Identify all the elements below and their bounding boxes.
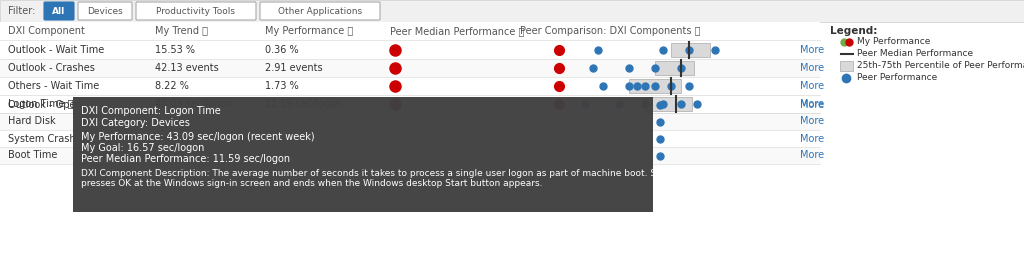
Text: 1.73 %: 1.73 % <box>265 81 299 91</box>
Text: 25th-75th Percentile of Peer Performance: 25th-75th Percentile of Peer Performance <box>857 61 1024 70</box>
Bar <box>0 77 820 95</box>
FancyBboxPatch shape <box>78 2 132 20</box>
FancyBboxPatch shape <box>260 2 380 20</box>
Text: Other Applications: Other Applications <box>278 6 362 15</box>
Bar <box>645 97 691 111</box>
Bar <box>0 41 820 59</box>
Bar <box>840 61 853 71</box>
Bar <box>0 59 820 77</box>
Text: More: More <box>800 99 824 109</box>
Text: Outlook - Open: Outlook - Open <box>8 99 82 109</box>
Text: Productivity Tools: Productivity Tools <box>157 6 236 15</box>
Text: My Goal: 16.57 sec/logon: My Goal: 16.57 sec/logon <box>81 143 205 153</box>
FancyBboxPatch shape <box>44 2 74 20</box>
Text: Peer Comparison: DXI Components ⓘ: Peer Comparison: DXI Components ⓘ <box>520 26 700 36</box>
Text: Boot Time: Boot Time <box>8 151 57 161</box>
Text: More: More <box>800 116 824 126</box>
Text: Peer Median Performance ⓘ: Peer Median Performance ⓘ <box>390 26 524 36</box>
Text: Legend:: Legend: <box>830 26 878 36</box>
Bar <box>0 130 820 147</box>
Text: Peer Performance: Peer Performance <box>857 74 937 82</box>
Text: My Performance: My Performance <box>857 38 931 47</box>
Text: More: More <box>800 151 824 161</box>
Text: DXI Category: Devices: DXI Category: Devices <box>81 118 189 128</box>
Text: Hard Disk: Hard Disk <box>8 116 55 126</box>
Text: Peer Median Performance: Peer Median Performance <box>857 50 973 59</box>
Text: All: All <box>52 6 66 15</box>
Text: Filter:: Filter: <box>8 6 36 16</box>
Text: My Performance ⓘ: My Performance ⓘ <box>265 26 353 36</box>
Text: My Performance: 43.09 sec/logon (recent week): My Performance: 43.09 sec/logon (recent … <box>81 132 314 142</box>
FancyBboxPatch shape <box>136 2 256 20</box>
Text: Logon Time ⓘ: Logon Time ⓘ <box>8 99 74 109</box>
Bar <box>0 147 820 164</box>
Text: presses OK at the Windows sign-in screen and ends when the Windows desktop Start: presses OK at the Windows sign-in screen… <box>81 179 543 188</box>
Bar <box>0 95 820 113</box>
Text: 8.22 %: 8.22 % <box>155 81 188 91</box>
Text: DXI Component Description: The average number of seconds it takes to process a s: DXI Component Description: The average n… <box>81 169 745 178</box>
Text: DXI Component: DXI Component <box>8 26 85 36</box>
Text: More: More <box>800 133 824 143</box>
Bar <box>655 61 694 75</box>
Bar <box>0 113 820 130</box>
Text: 0.36 %: 0.36 % <box>265 45 299 55</box>
Text: Outlook - Wait Time: Outlook - Wait Time <box>8 45 104 55</box>
Bar <box>0 22 820 40</box>
Bar <box>73 97 653 212</box>
Text: DXI Component: Logon Time: DXI Component: Logon Time <box>81 106 221 116</box>
Text: 42.13 events: 42.13 events <box>155 63 219 73</box>
Text: More: More <box>800 81 824 91</box>
Text: More: More <box>800 45 824 55</box>
Text: Peer Median Performance: 11.59 sec/logon: Peer Median Performance: 11.59 sec/logon <box>81 154 290 164</box>
Text: 43.09 sec/logon: 43.09 sec/logon <box>155 99 232 109</box>
Text: More: More <box>800 99 824 109</box>
Text: 15.53 %: 15.53 % <box>155 45 195 55</box>
Bar <box>671 43 710 57</box>
Bar <box>629 79 681 93</box>
Bar <box>0 0 1024 22</box>
Text: Devices: Devices <box>87 6 123 15</box>
Text: System Crash: System Crash <box>8 133 76 143</box>
Text: Outlook - Crashes: Outlook - Crashes <box>8 63 95 73</box>
Text: Others - Wait Time: Others - Wait Time <box>8 81 99 91</box>
Text: My Trend ⓘ: My Trend ⓘ <box>155 26 208 36</box>
Bar <box>0 96 820 113</box>
Text: 11.59 sec/logon: 11.59 sec/logon <box>265 99 342 109</box>
Text: More: More <box>800 63 824 73</box>
Text: 2.91 events: 2.91 events <box>265 63 323 73</box>
